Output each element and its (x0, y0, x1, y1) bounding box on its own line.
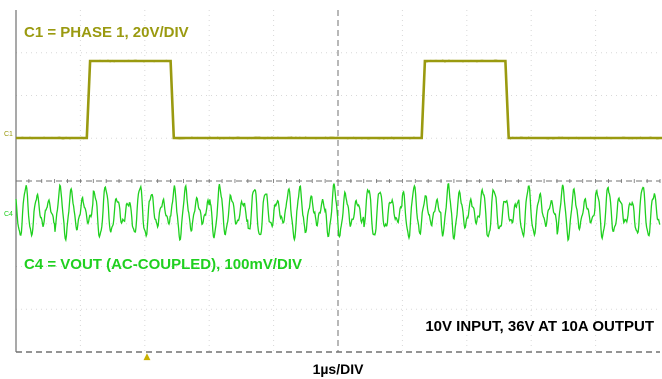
ch1-marker: C1 (4, 131, 13, 138)
ch4-trace (15, 182, 661, 243)
x-axis-label: 1µs/DIV (313, 361, 365, 377)
graticule-frame (15, 10, 661, 353)
ch4-label: C4 = VOUT (AC-COUPLED), 100mV/DIV (24, 256, 302, 273)
ch1-trace-noise (17, 59, 662, 140)
ch1-label: C1 = PHASE 1, 20V/DIV (24, 24, 189, 41)
waveform-traces (15, 59, 662, 243)
ch1-trace (16, 59, 662, 140)
test-condition-label: 10V INPUT, 36V AT 10A OUTPUT (425, 318, 654, 335)
ch4-marker: C4 (4, 211, 13, 218)
trigger-marker: ▲ (144, 352, 151, 362)
